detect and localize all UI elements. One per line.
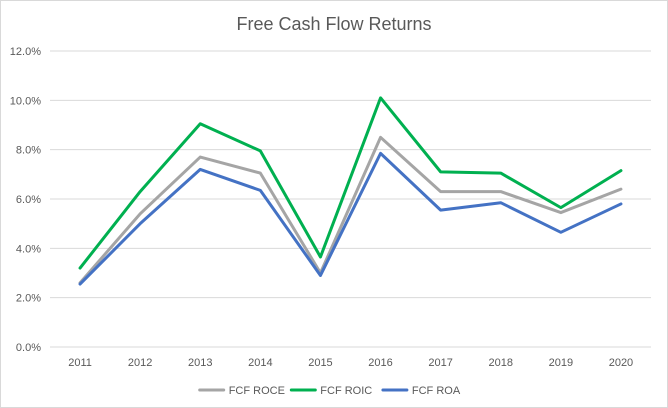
legend-item: FCF ROA [381, 385, 461, 397]
gridlines [50, 50, 651, 348]
x-tick-label: 2017 [428, 357, 452, 369]
series-line-fcf-roce [78, 135, 623, 285]
y-tick-label: 10.0% [10, 95, 41, 107]
series-lines [78, 96, 623, 286]
x-tick-label: 2012 [128, 357, 152, 369]
y-tick-label: 0.0% [16, 342, 41, 354]
x-axis-ticks: 2011 2012 2013 2014 2015 2016 2017 2018 2019 2020 [68, 357, 633, 369]
legend-item: FCF ROCE [198, 385, 285, 397]
x-tick-label: 2013 [188, 357, 212, 369]
y-tick-label: 6.0% [16, 194, 41, 206]
legend: FCF ROCE FCF ROIC FCF ROA [198, 385, 461, 397]
x-tick-label: 2016 [368, 357, 392, 369]
x-tick-label: 2018 [489, 357, 513, 369]
y-tick-label: 8.0% [16, 145, 41, 157]
series-line-fcf-roic [78, 96, 623, 270]
y-tick-label: 4.0% [16, 243, 41, 255]
y-tick-label: 2.0% [16, 293, 41, 305]
x-tick-label: 2014 [248, 357, 272, 369]
legend-label: FCF ROCE [229, 385, 285, 397]
series-line-fcf-roa [78, 151, 623, 286]
y-axis-ticks: 0.0% 2.0% 4.0% 6.0% 8.0% 10.0% 12.0% [10, 46, 41, 354]
legend-label: FCF ROIC [320, 385, 372, 397]
y-tick-label: 12.0% [10, 46, 41, 58]
chart-title: Free Cash Flow Returns [236, 14, 431, 34]
legend-label: FCF ROA [412, 385, 461, 397]
x-tick-label: 2019 [549, 357, 573, 369]
x-tick-label: 2011 [68, 357, 92, 369]
legend-item: FCF ROIC [289, 385, 372, 397]
x-tick-label: 2015 [308, 357, 332, 369]
x-tick-label: 2020 [609, 357, 633, 369]
